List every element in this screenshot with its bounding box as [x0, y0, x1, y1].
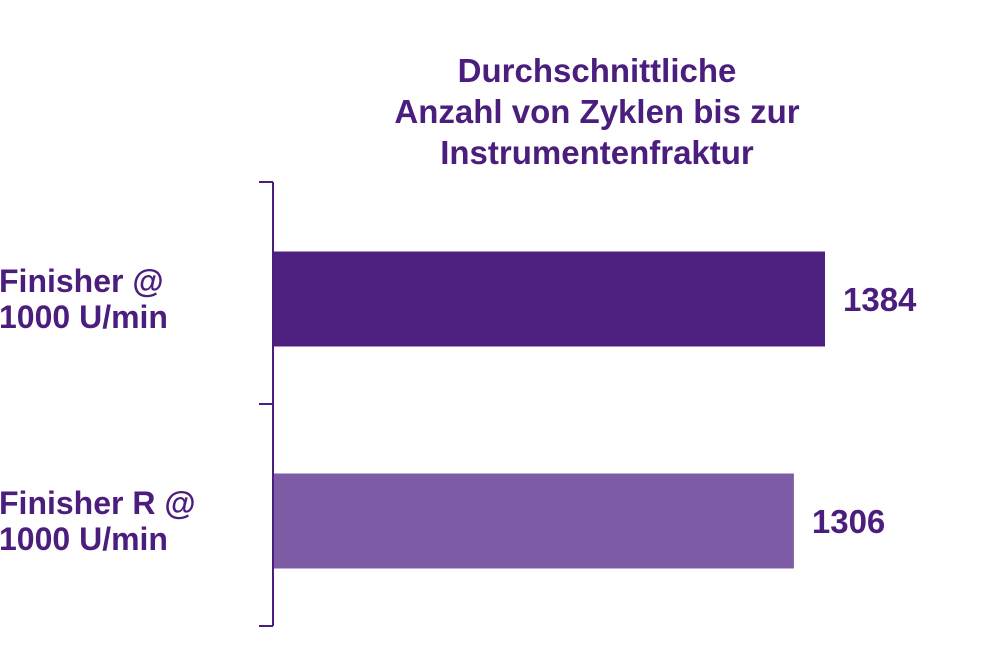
- category-label: Finisher @: [0, 263, 164, 299]
- category-label: 1000 U/min: [0, 521, 168, 557]
- bar: [274, 251, 825, 347]
- category-label: 1000 U/min: [0, 299, 168, 335]
- value-label: 1306: [812, 503, 885, 540]
- chart-title: Durchschnittliche Anzahl von Zyklen bis z…: [394, 52, 799, 171]
- category-axis: [259, 181, 274, 627]
- chart-title-line: Durchschnittliche: [458, 52, 737, 89]
- chart-title-line: Anzahl von Zyklen bis zur: [394, 93, 799, 130]
- category-label: Finisher R @: [0, 485, 196, 521]
- chart-title-line: Instrumentenfraktur: [440, 134, 754, 171]
- value-label: 1384: [843, 281, 917, 318]
- bars: [274, 251, 825, 569]
- value-labels: 1384 1306: [812, 281, 917, 540]
- bar: [274, 473, 794, 569]
